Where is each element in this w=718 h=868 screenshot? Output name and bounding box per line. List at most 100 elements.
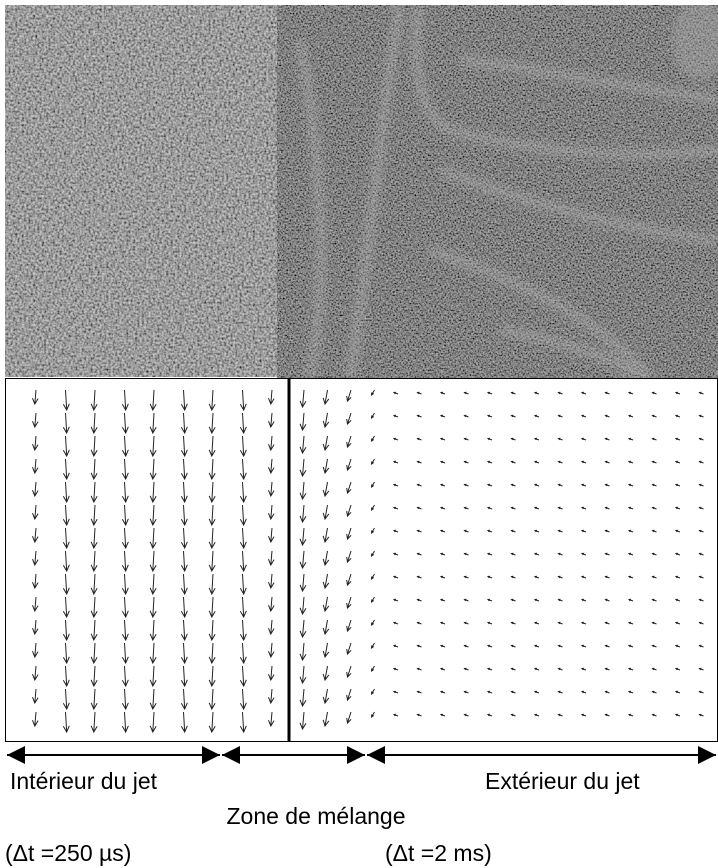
vector <box>439 437 446 441</box>
vector <box>208 619 216 642</box>
vector <box>486 598 493 602</box>
vector <box>627 414 634 418</box>
vector <box>90 573 98 596</box>
vector <box>627 460 634 464</box>
vector <box>510 621 516 625</box>
vector <box>439 483 446 487</box>
vector-field <box>32 389 704 734</box>
vector <box>149 527 157 550</box>
vector <box>370 688 375 695</box>
vector <box>651 460 657 464</box>
vector <box>557 460 563 464</box>
vector <box>674 575 681 579</box>
vector <box>370 596 375 603</box>
vector <box>239 504 247 527</box>
vector <box>439 414 446 418</box>
vector <box>486 667 493 671</box>
vector <box>651 667 657 671</box>
vector <box>32 527 39 544</box>
vector <box>239 711 247 734</box>
vector <box>32 642 39 659</box>
vector <box>604 667 610 671</box>
vector <box>90 435 98 458</box>
vector <box>32 711 39 728</box>
vector <box>299 389 307 409</box>
vector <box>62 619 70 642</box>
vector <box>346 389 352 403</box>
vector <box>463 460 469 464</box>
vector <box>416 483 422 487</box>
vector <box>486 644 493 648</box>
vector <box>604 552 610 556</box>
vector <box>370 573 375 580</box>
vector <box>486 552 493 556</box>
vector <box>208 665 216 688</box>
vector <box>299 412 307 432</box>
vector <box>90 412 98 435</box>
vector <box>62 435 70 458</box>
vector <box>627 483 634 487</box>
vector <box>439 713 446 717</box>
vector <box>208 458 216 481</box>
vector <box>239 527 247 550</box>
vector <box>416 575 422 579</box>
vector <box>651 506 657 510</box>
vector <box>416 598 422 602</box>
vector <box>239 688 247 711</box>
vector <box>627 552 634 556</box>
vector <box>463 391 469 395</box>
vector <box>439 552 446 556</box>
vector <box>299 550 307 570</box>
vector <box>627 529 634 533</box>
vector <box>62 688 70 711</box>
vector <box>580 667 587 671</box>
vector <box>121 665 129 688</box>
vector <box>510 483 516 487</box>
vector <box>121 550 129 573</box>
vector <box>698 621 704 625</box>
vector <box>149 435 157 458</box>
vector <box>557 483 563 487</box>
vector <box>580 713 587 717</box>
vector <box>180 665 188 688</box>
vector <box>533 598 540 602</box>
vector <box>486 713 493 717</box>
vector <box>674 391 681 395</box>
vector <box>486 621 493 625</box>
vector <box>32 481 39 498</box>
vector <box>392 621 399 625</box>
vector <box>322 435 330 452</box>
vector <box>149 550 157 573</box>
vector <box>370 527 375 534</box>
vector <box>299 481 307 501</box>
vector <box>180 573 188 596</box>
vector <box>651 414 657 418</box>
vector <box>239 389 247 412</box>
image-streaks <box>295 5 718 378</box>
vector <box>370 389 375 396</box>
vector <box>121 458 129 481</box>
vector <box>580 690 587 694</box>
vector <box>370 458 375 465</box>
vector <box>510 391 516 395</box>
vector <box>121 642 129 665</box>
vector <box>208 389 216 412</box>
vector <box>674 644 681 648</box>
vector <box>510 552 516 556</box>
vector <box>121 573 129 596</box>
vector <box>533 437 540 441</box>
vector <box>510 414 516 418</box>
vector <box>486 529 493 533</box>
vector <box>604 644 610 648</box>
vector <box>533 506 540 510</box>
vector <box>208 688 216 711</box>
vector <box>557 690 563 694</box>
vector <box>510 437 516 441</box>
vector <box>580 621 587 625</box>
vector <box>90 550 98 573</box>
vector <box>299 688 307 708</box>
vector <box>239 665 247 688</box>
vector <box>90 527 98 550</box>
vector <box>149 458 157 481</box>
vector <box>268 596 275 613</box>
